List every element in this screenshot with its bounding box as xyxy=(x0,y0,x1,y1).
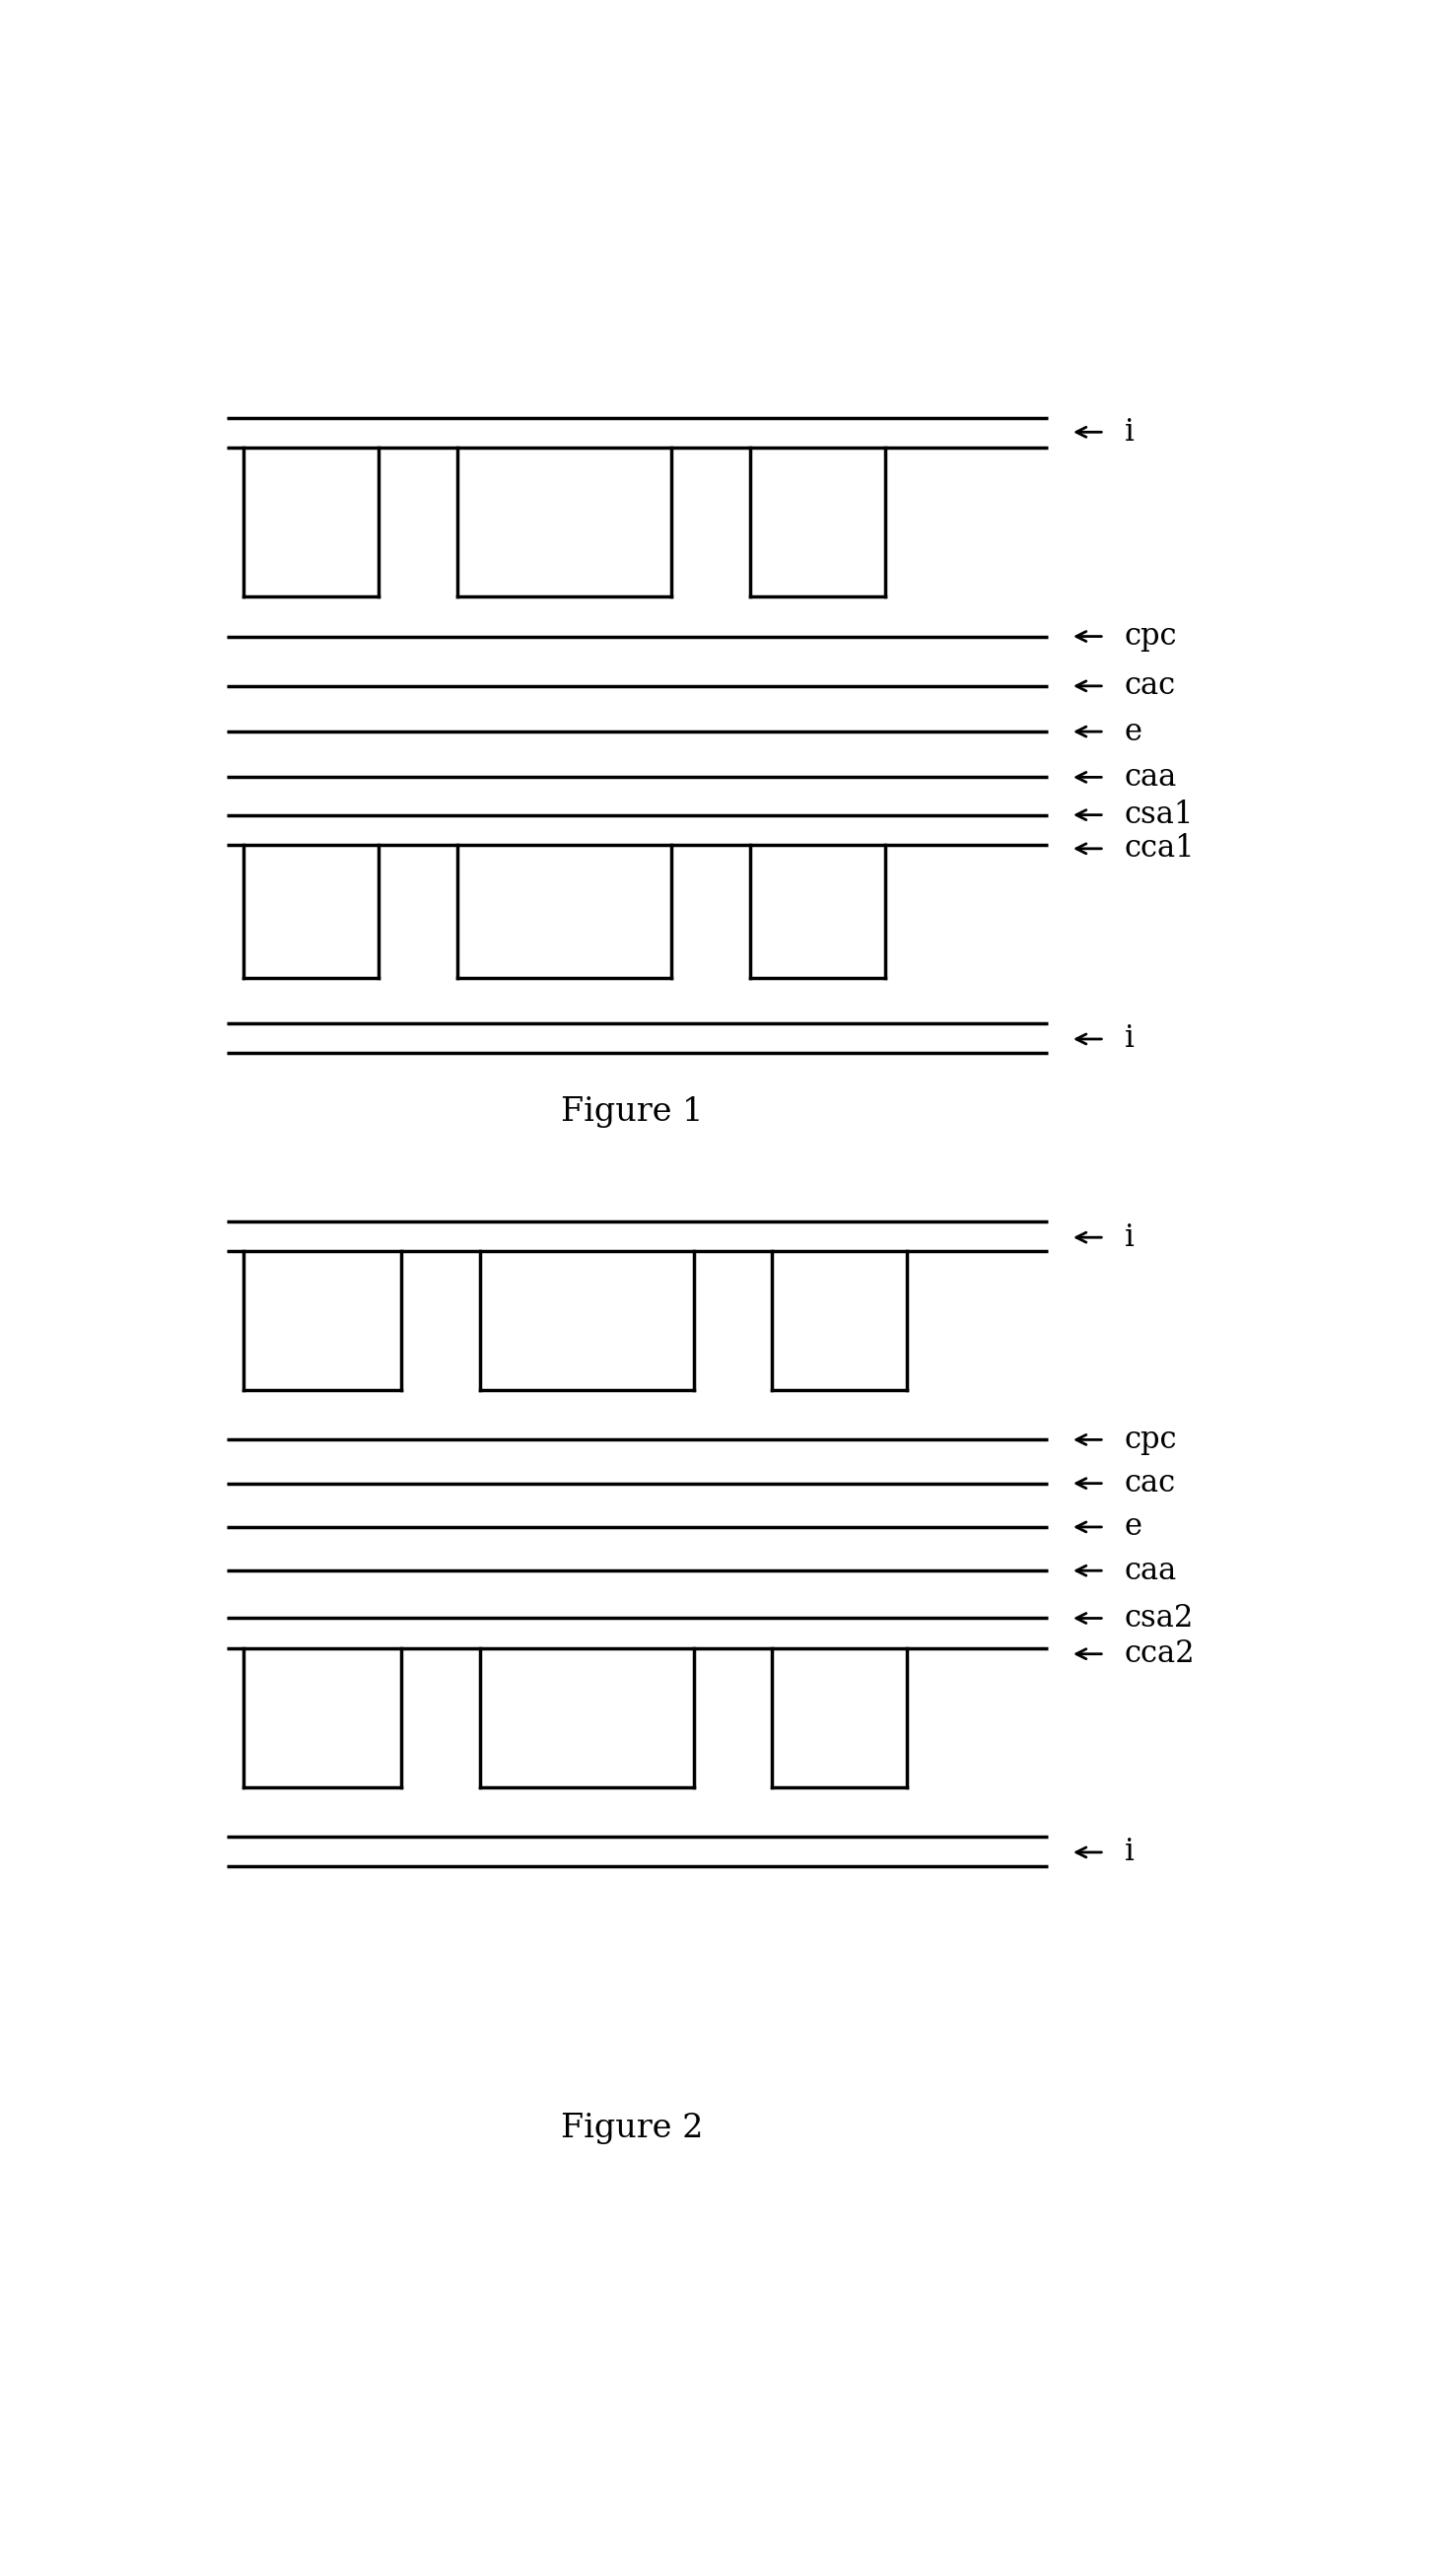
Text: cca1: cca1 xyxy=(1124,835,1195,863)
Text: e: e xyxy=(1124,716,1143,747)
Text: i: i xyxy=(1124,1837,1134,1868)
Text: i: i xyxy=(1124,417,1134,448)
Text: i: i xyxy=(1124,1221,1134,1252)
Text: i: i xyxy=(1124,1023,1134,1054)
Text: e: e xyxy=(1124,1512,1143,1543)
Text: cac: cac xyxy=(1124,670,1176,701)
Text: Figure 1: Figure 1 xyxy=(560,1097,703,1128)
Text: csa2: csa2 xyxy=(1124,1602,1194,1633)
Text: cac: cac xyxy=(1124,1468,1176,1499)
Text: cpc: cpc xyxy=(1124,621,1178,652)
Text: cpc: cpc xyxy=(1124,1425,1178,1455)
Text: csa1: csa1 xyxy=(1124,799,1194,829)
Text: cca2: cca2 xyxy=(1124,1638,1195,1669)
Text: caa: caa xyxy=(1124,1556,1178,1587)
Text: caa: caa xyxy=(1124,762,1178,793)
Text: Figure 2: Figure 2 xyxy=(560,2112,703,2143)
